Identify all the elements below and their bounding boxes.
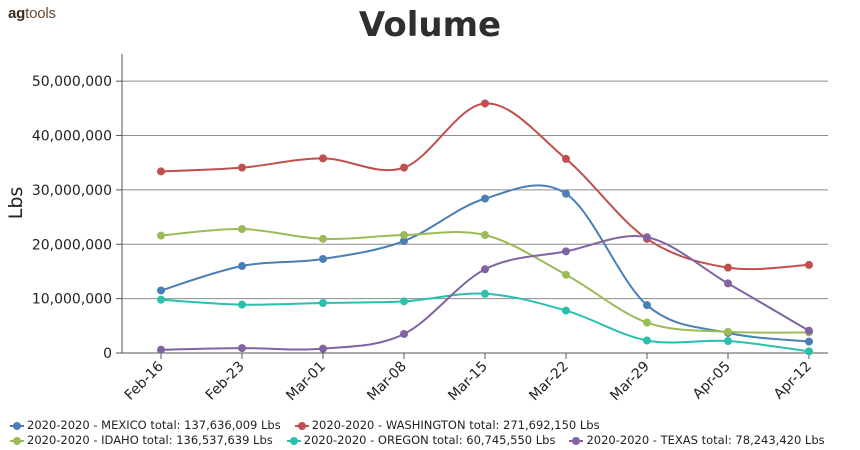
x-tick-label: Mar-22 [526,359,572,405]
legend-item[interactable]: 2020-2020 - WASHINGTON total: 271,692,15… [294,418,600,433]
data-point[interactable] [643,318,651,327]
legend-label: 2020-2020 - WASHINGTON total: 271,692,15… [311,418,600,432]
legend-item[interactable]: 2020-2020 - TEXAS total: 78,243,420 Lbs [569,433,825,448]
data-point[interactable] [481,99,489,108]
data-point[interactable] [319,254,327,263]
grid-lines [122,80,828,300]
data-point[interactable] [400,329,408,338]
data-point[interactable] [805,337,813,346]
data-point[interactable] [643,336,651,345]
series-line [160,184,810,343]
data-point[interactable] [562,306,570,315]
data-point[interactable] [562,247,570,256]
data-point[interactable] [805,260,813,269]
x-tick-label: Apr-12 [771,359,815,403]
x-tick-label: Mar-01 [283,359,329,405]
data-point[interactable] [562,270,570,279]
data-point[interactable] [724,279,732,288]
data-point[interactable] [319,298,327,307]
series-2020-2020-idaho [157,225,813,337]
data-point[interactable] [643,301,651,310]
y-tick-label: 10,000,000 [32,292,112,308]
data-point[interactable] [724,263,732,272]
data-point[interactable] [238,344,246,353]
legend-label: 2020-2020 - IDAHO total: 136,537,639 Lbs [27,433,273,447]
y-tick-label: 20,000,000 [32,237,112,253]
data-point[interactable] [157,345,165,354]
legend-item[interactable]: 2020-2020 - IDAHO total: 136,537,639 Lbs [10,433,273,448]
data-point[interactable] [238,225,246,234]
data-point[interactable] [400,297,408,306]
data-point[interactable] [238,163,246,172]
y-axis-label: Lbs [5,187,27,220]
legend-marker-icon [294,421,309,430]
y-tick-label: 50,000,000 [32,74,112,90]
data-point[interactable] [724,337,732,346]
data-point[interactable] [724,327,732,336]
legend-label: 2020-2020 - OREGON total: 60,745,550 Lbs [303,433,556,447]
data-point[interactable] [157,295,165,304]
series-2020-2020-oregon [157,289,813,356]
logo-part-ag: ag [8,5,26,22]
legend-label: 2020-2020 - TEXAS total: 78,243,420 Lbs [586,433,825,447]
data-point[interactable] [481,231,489,240]
data-point[interactable] [319,344,327,353]
volume-line-chart: Volume 0 10,000,000 20,000,000 30,000,000 40… [5,5,828,404]
data-point[interactable] [400,163,408,172]
data-point[interactable] [805,326,813,335]
legend-marker-icon [569,436,584,445]
x-tick-labels: Feb-16 Feb-23 Mar-01 Mar-08 Mar-15 Mar-22 Mar-… [122,358,815,404]
x-tick-label: Feb-16 [122,358,167,403]
y-tick-label: 0 [103,346,112,362]
chart-title: Volume [359,5,501,45]
chart-legend: 2020-2020 - MEXICO total: 137,636,009 Lb… [10,418,855,448]
legend-marker-icon [10,421,24,430]
axes [116,54,828,359]
data-point[interactable] [643,233,651,242]
legend-marker-icon [286,436,301,445]
data-point[interactable] [319,154,327,163]
series-line [160,292,810,353]
data-point[interactable] [562,189,570,198]
y-tick-label: 30,000,000 [32,183,112,199]
legend-item[interactable]: 2020-2020 - OREGON total: 60,745,550 Lbs [286,433,556,448]
series-2020-2020-texas [157,233,813,354]
data-point[interactable] [805,347,813,356]
data-point[interactable] [400,231,408,240]
data-point[interactable] [481,194,489,203]
x-tick-label: Apr-05 [690,359,734,403]
series-layer [157,99,813,356]
x-tick-label: Mar-15 [445,359,491,405]
data-point[interactable] [481,289,489,298]
y-tick-label: 40,000,000 [32,129,112,145]
y-tick-labels: 0 10,000,000 20,000,000 30,000,000 40,000,00… [32,74,112,362]
x-tick-label: Mar-29 [607,359,653,405]
data-point[interactable] [157,286,165,295]
logo-part-tools: tools [25,5,56,22]
legend-marker-icon [10,436,24,445]
data-point[interactable] [400,237,408,246]
data-point[interactable] [319,234,327,243]
x-tick-label: Mar-08 [364,359,410,405]
legend-item[interactable]: 2020-2020 - MEXICO total: 137,636,009 Lb… [10,418,281,433]
legend-label: 2020-2020 - MEXICO total: 137,636,009 Lb… [27,418,281,432]
data-point[interactable] [157,167,165,176]
data-point[interactable] [238,262,246,271]
data-point[interactable] [562,154,570,163]
agtools-logo[interactable]: agtools [8,5,56,22]
data-point[interactable] [481,265,489,274]
data-point[interactable] [157,231,165,240]
x-tick-label: Feb-23 [203,359,248,404]
data-point[interactable] [238,300,246,309]
series-2020-2020-washington [157,99,813,272]
